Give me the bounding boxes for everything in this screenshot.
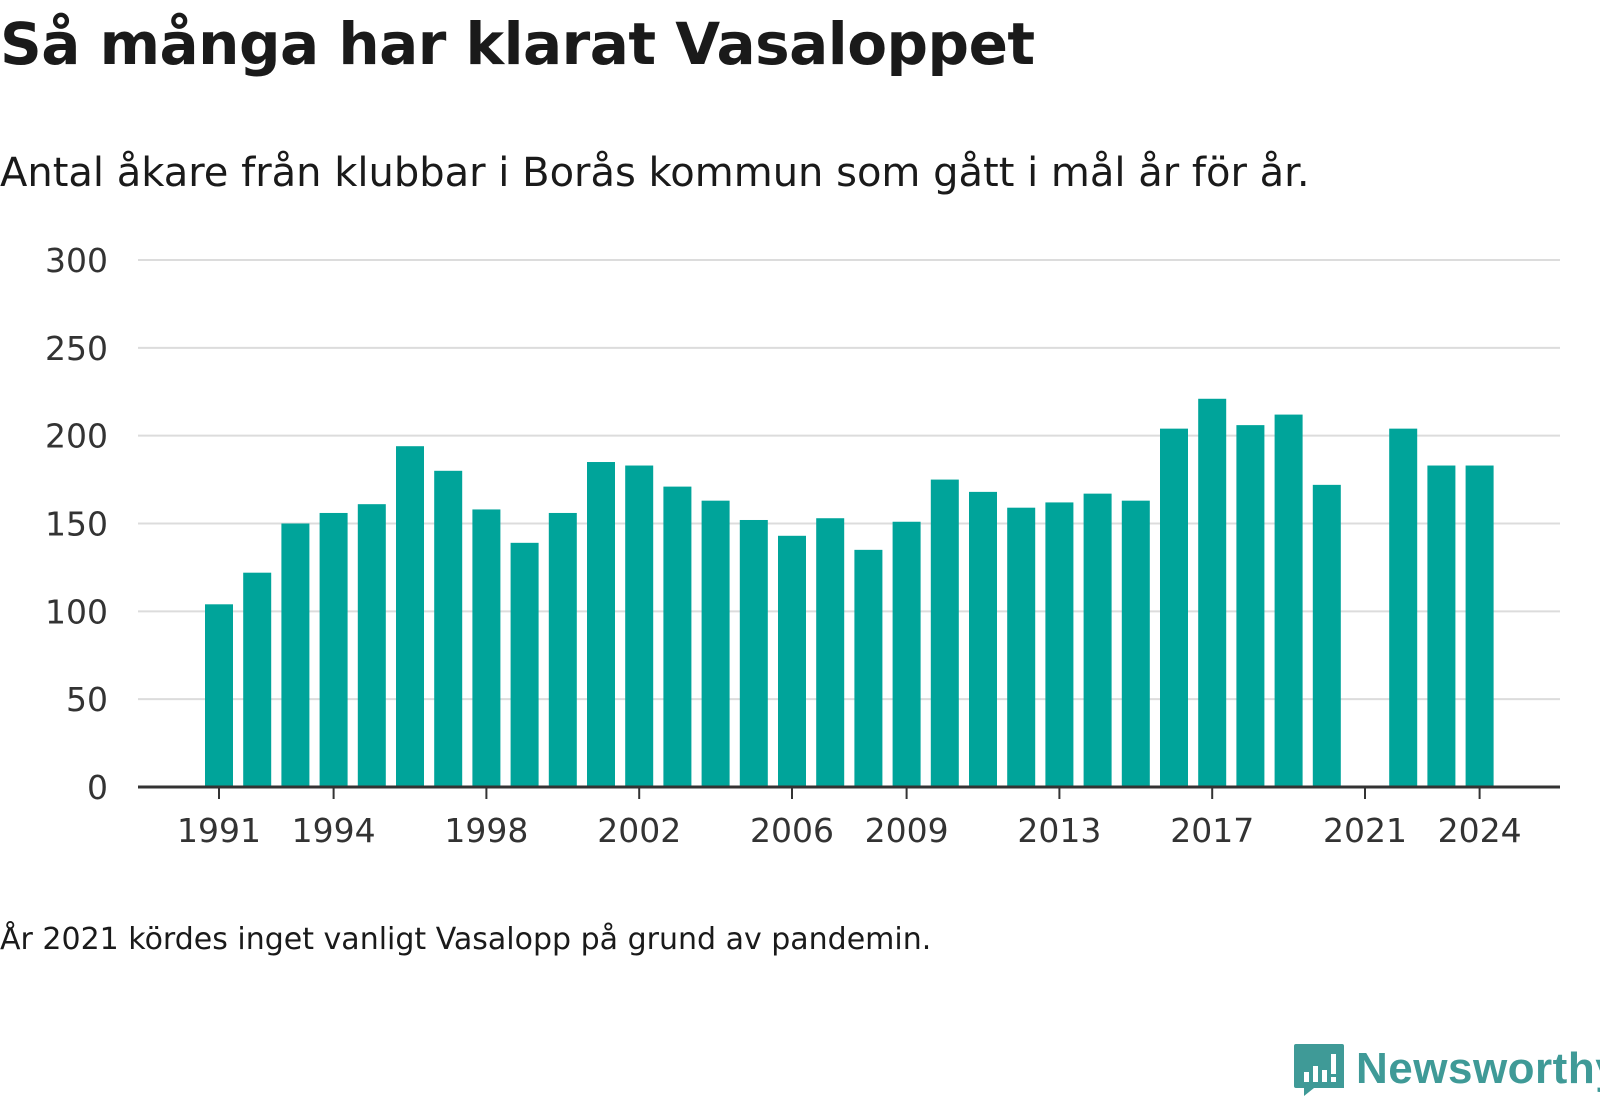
bar-1998 (472, 509, 501, 787)
x-tick-label-2009: 2009 (865, 811, 949, 850)
y-tick-label-250: 250 (45, 329, 108, 368)
bar-1995 (357, 504, 386, 787)
bar-2006 (778, 535, 806, 787)
y-tick-label-200: 200 (45, 417, 108, 456)
bar-2008 (854, 549, 883, 787)
bar-2011 (969, 491, 997, 787)
bar-2000 (548, 512, 577, 787)
bar-2010 (930, 479, 959, 787)
bar-2022 (1389, 428, 1418, 787)
bar-1994 (319, 512, 348, 787)
bar-1999 (510, 542, 539, 787)
bar-2001 (587, 462, 615, 787)
x-tick-label-2021: 2021 (1323, 811, 1407, 850)
grid-lines (138, 259, 1560, 701)
x-tick-label-1998: 1998 (444, 811, 528, 850)
bar-2016 (1160, 428, 1188, 787)
bar-1993 (281, 523, 310, 787)
x-tick-label-2002: 2002 (597, 811, 681, 850)
x-axis (138, 785, 1560, 799)
bar-2024 (1465, 465, 1494, 787)
bar-2018 (1236, 425, 1265, 787)
bar-2017 (1198, 398, 1227, 787)
chart-subtitle: Antal åkare från klubbar i Borås kommun … (0, 150, 1310, 196)
brand-logo: Newsworthy (1292, 1042, 1600, 1096)
x-tick-label-2024: 2024 (1438, 811, 1522, 850)
bar-2019 (1274, 414, 1303, 787)
bar-2015 (1121, 500, 1150, 787)
bar-2012 (1007, 507, 1036, 787)
bar-2003 (663, 486, 692, 787)
y-tick-label-50: 50 (66, 680, 108, 719)
bar-2020 (1312, 484, 1341, 787)
x-tick-label-1991: 1991 (177, 811, 261, 850)
bar-2004 (701, 500, 730, 787)
newsworthy-logo-icon (1294, 1044, 1344, 1096)
y-tick-label-0: 0 (87, 768, 108, 807)
y-tick-label-150: 150 (45, 505, 108, 544)
bar-2007 (816, 518, 845, 787)
bar-2014 (1083, 493, 1112, 787)
x-tick-label-1994: 1994 (292, 811, 376, 850)
footnote: År 2021 kördes inget vanligt Vasalopp på… (0, 922, 932, 957)
bar-1996 (396, 446, 424, 787)
x-tick-label-2013: 2013 (1017, 811, 1101, 850)
bar-2005 (739, 519, 768, 787)
bar-1992 (243, 572, 272, 787)
bar-2009 (892, 521, 921, 787)
x-tick-labels: 1991 1994 1998 2002 2006 2009 2013 2017 2021 2024 (177, 811, 1522, 850)
bar-2002 (625, 465, 654, 787)
bar-chart: 0 50 100 150 200 250 300 1991 1994 1998 2002 2006 2… (45, 241, 1560, 850)
chart-title: Så många har klarat Vasaloppet (0, 10, 1035, 78)
x-tick-label-2017: 2017 (1170, 811, 1254, 850)
y-tick-label-100: 100 (45, 592, 108, 631)
x-tick-label-2006: 2006 (750, 811, 834, 850)
bar-2023 (1427, 465, 1456, 787)
y-tick-labels: 0 50 100 150 200 250 300 (45, 241, 108, 807)
bars (205, 398, 1494, 787)
brand-name: Newsworthy (1356, 1044, 1600, 1093)
bar-1991 (205, 604, 233, 787)
y-tick-label-300: 300 (45, 241, 108, 280)
bar-1997 (434, 470, 463, 787)
bar-2013 (1045, 502, 1074, 787)
